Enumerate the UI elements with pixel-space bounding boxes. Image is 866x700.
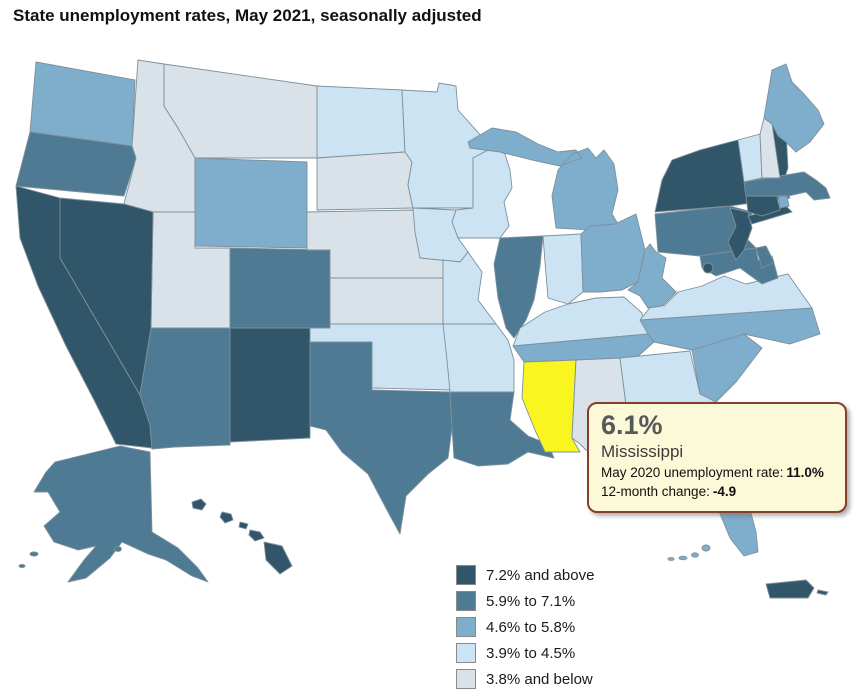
state-wv[interactable]	[627, 243, 677, 309]
tooltip-rate: 6.1%	[601, 410, 663, 440]
state-wa[interactable]	[29, 61, 136, 147]
state-nd[interactable]	[316, 85, 406, 159]
legend-row: 4.6% to 5.8%	[456, 614, 594, 640]
state-oh[interactable]	[580, 213, 646, 293]
tooltip-prev-value: 11.0%	[786, 465, 824, 481]
state-de[interactable]	[755, 245, 775, 269]
florida-keys	[667, 544, 711, 561]
legend-label: 3.9% to 4.5%	[486, 644, 576, 662]
state-tx[interactable]	[309, 341, 453, 535]
state-nh[interactable]	[759, 117, 781, 179]
state-sd[interactable]	[316, 151, 414, 211]
legend-row: 5.9% to 7.1%	[456, 588, 594, 614]
map-legend: 7.2% and above 5.9% to 7.1% 4.6% to 5.8%…	[456, 562, 594, 692]
state-ak-island[interactable]	[114, 546, 122, 552]
state-co[interactable]	[229, 247, 331, 329]
tooltip-change-line: 12-month change: -4.9	[601, 483, 833, 502]
state-ma[interactable]	[743, 171, 831, 201]
tooltip-prev-line: May 2020 unemployment rate: 11.0%	[601, 464, 833, 483]
state-dc[interactable]	[702, 262, 714, 274]
legend-swatch-darkest	[456, 565, 476, 585]
state-ak-island[interactable]	[18, 563, 26, 569]
legend-label: 5.9% to 7.1%	[486, 592, 576, 610]
tooltip-state-name: Mississippi	[601, 442, 684, 462]
state-ak-island[interactable]	[29, 551, 39, 557]
legend-swatch-medium	[456, 617, 476, 637]
state-ar[interactable]	[442, 323, 515, 393]
legend-swatch-dark	[456, 591, 476, 611]
state-fl-key[interactable]	[667, 557, 675, 561]
state-wy[interactable]	[194, 157, 308, 249]
legend-row: 7.2% and above	[456, 562, 594, 588]
state-ca[interactable]	[15, 185, 153, 449]
tooltip-prev-label: May 2020 unemployment rate:	[601, 465, 784, 481]
state-tn[interactable]	[512, 333, 655, 363]
page-title: State unemployment rates, May 2021, seas…	[13, 6, 482, 25]
state-in[interactable]	[542, 233, 584, 305]
state-me[interactable]	[763, 63, 825, 153]
legend-swatch-lightest	[456, 669, 476, 689]
state-mt[interactable]	[163, 63, 318, 159]
legend-row: 3.8% and below	[456, 666, 594, 692]
state-pr[interactable]	[765, 579, 829, 599]
state-la[interactable]	[449, 391, 555, 467]
state-fl-key[interactable]	[678, 555, 688, 561]
state-ks[interactable]	[329, 277, 444, 325]
state-fl-key[interactable]	[701, 544, 711, 552]
legend-row: 3.9% to 4.5%	[456, 640, 594, 666]
state-mo[interactable]	[442, 251, 497, 325]
state-fl-key[interactable]	[691, 552, 699, 558]
tooltip-change-label: 12-month change:	[601, 483, 710, 499]
legend-label: 7.2% and above	[486, 566, 595, 584]
legend-swatch-light	[456, 643, 476, 663]
state-nm[interactable]	[229, 327, 311, 443]
state-ak[interactable]	[33, 445, 209, 583]
state-nc[interactable]	[639, 307, 821, 351]
state-tooltip: 6.1% Mississippi May 2020 unemployment r…	[587, 402, 847, 513]
legend-label: 3.8% and below	[486, 670, 593, 688]
state-hi[interactable]	[191, 498, 293, 575]
legend-label: 4.6% to 5.8%	[486, 618, 576, 636]
state-nj[interactable]	[727, 207, 753, 261]
tooltip-change-value: -4.9	[712, 483, 737, 499]
aleutian-islands	[18, 546, 122, 569]
state-az[interactable]	[139, 327, 231, 450]
